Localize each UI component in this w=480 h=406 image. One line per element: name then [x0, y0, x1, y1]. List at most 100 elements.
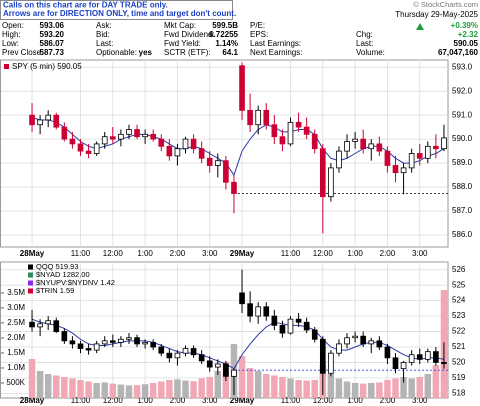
candle-body: [328, 167, 334, 198]
volume-bar: [424, 373, 432, 398]
candle-body: [408, 354, 415, 363]
volume-bar: [28, 358, 36, 398]
volume-bar: [85, 381, 92, 398]
x-tick-label: 11:00: [281, 249, 301, 258]
candle-body: [142, 341, 148, 345]
x-tick-label: 29May: [230, 249, 255, 258]
quote-value: 6.72255: [209, 30, 238, 39]
volume-bar: [44, 373, 52, 398]
quote-value: 1.14%: [215, 39, 238, 48]
candle-body: [433, 145, 439, 150]
quote-value: 599.5B: [212, 21, 238, 30]
candle-body: [263, 109, 270, 126]
x-tick-label: 3:00: [412, 396, 428, 405]
candle-body: [416, 153, 423, 159]
volume-bar: [400, 376, 407, 398]
candle-body: [303, 126, 310, 135]
candle-body: [126, 337, 132, 340]
candle-body: [198, 148, 205, 159]
x-tick-label: 1:00: [137, 396, 153, 405]
y2-tick-label: 521: [452, 342, 466, 351]
volume-bar: [174, 379, 181, 398]
candle-body: [433, 351, 439, 363]
volume-bar: [335, 378, 343, 398]
candle-body: [118, 133, 124, 140]
volume-bar: [182, 380, 189, 398]
volume-bar: [93, 382, 100, 398]
volume-bar: [166, 379, 173, 398]
volume-bar: [198, 378, 205, 398]
volume-bar: [141, 384, 149, 398]
candle-body: [174, 148, 181, 157]
quote-label: Fwd Dividend:: [164, 30, 215, 39]
y2-tick-label: 518: [452, 388, 466, 397]
notice-line: Arrows are for DIRECTION ONLY, time and …: [3, 9, 236, 18]
date: Thursday 29-May-2025: [395, 10, 478, 19]
volume-bar: [311, 379, 318, 398]
candle-body: [45, 320, 52, 325]
y-tick-label: 3.0M: [7, 303, 25, 312]
x-tick-label: 12:00: [313, 396, 334, 405]
candle-body: [101, 136, 108, 145]
candle-body: [158, 138, 165, 147]
candle-body: [255, 306, 262, 317]
quote-label: Optionable:: [96, 48, 137, 57]
candle-body: [360, 138, 367, 150]
volume-bar: [376, 382, 383, 398]
y-tick-label: 2.5M: [7, 318, 25, 327]
candle-body: [424, 351, 431, 360]
legend-label: $NYUPV:$NYDNV 1.42: [36, 278, 115, 287]
x-tick-label: 12:00: [103, 249, 124, 258]
quote-label: Mkt Cap:: [164, 21, 196, 30]
up-arrow: [416, 23, 424, 30]
candle-body: [93, 143, 100, 154]
candle-body: [61, 126, 68, 140]
candle-body: [206, 360, 213, 368]
legend-label: $NYAD 1282.00: [36, 270, 90, 279]
candle-body: [287, 318, 294, 334]
x-tick-label: 1:00: [347, 249, 363, 258]
candle-body: [311, 133, 318, 150]
volume-bar: [77, 379, 84, 398]
x-tick-label: 11:00: [71, 396, 91, 405]
candle-body: [360, 335, 367, 345]
volume-bar: [279, 376, 286, 398]
volume-bar: [238, 355, 246, 398]
legend-swatch: [28, 288, 33, 294]
y-tick-label: 1.5M: [7, 348, 25, 357]
candle-body: [287, 121, 294, 145]
quote-label: Low:: [2, 39, 19, 48]
x-tick-label: 1:00: [347, 396, 363, 405]
quote-label: Prev Close:: [2, 48, 43, 57]
volume-bar: [327, 373, 335, 398]
candle-body: [45, 114, 52, 121]
quote-label: Last Earnings:: [250, 39, 301, 48]
volume-bar: [53, 375, 60, 398]
x-tick-label: 29May: [230, 396, 255, 405]
candle-body: [279, 324, 286, 334]
candle-body: [392, 357, 399, 370]
candle-body: [416, 354, 423, 360]
candle-body: [441, 362, 447, 364]
candle-body: [85, 150, 92, 154]
quote-value: +2.32: [458, 30, 479, 39]
candle-body: [29, 321, 35, 328]
candle-body: [93, 343, 100, 351]
y-tick-label: 586.0: [452, 230, 473, 239]
quote-value: 590.05: [454, 39, 479, 48]
candle-body: [53, 114, 60, 128]
y2-tick-label: 525: [452, 280, 466, 289]
x-tick-label: 28May: [20, 396, 45, 405]
candle-body: [328, 352, 334, 374]
quote-label: EPS:: [250, 30, 268, 39]
candle-body: [295, 318, 302, 323]
candle-body: [37, 323, 43, 328]
candle-body: [69, 138, 76, 145]
volume-bar: [303, 380, 310, 398]
candle-body: [29, 114, 35, 126]
volume-bar: [246, 367, 254, 398]
candle-body: [384, 346, 391, 359]
volume-bar: [206, 376, 213, 398]
x-tick-label: 3:00: [202, 249, 218, 258]
quote-label: Volume:: [356, 48, 385, 57]
